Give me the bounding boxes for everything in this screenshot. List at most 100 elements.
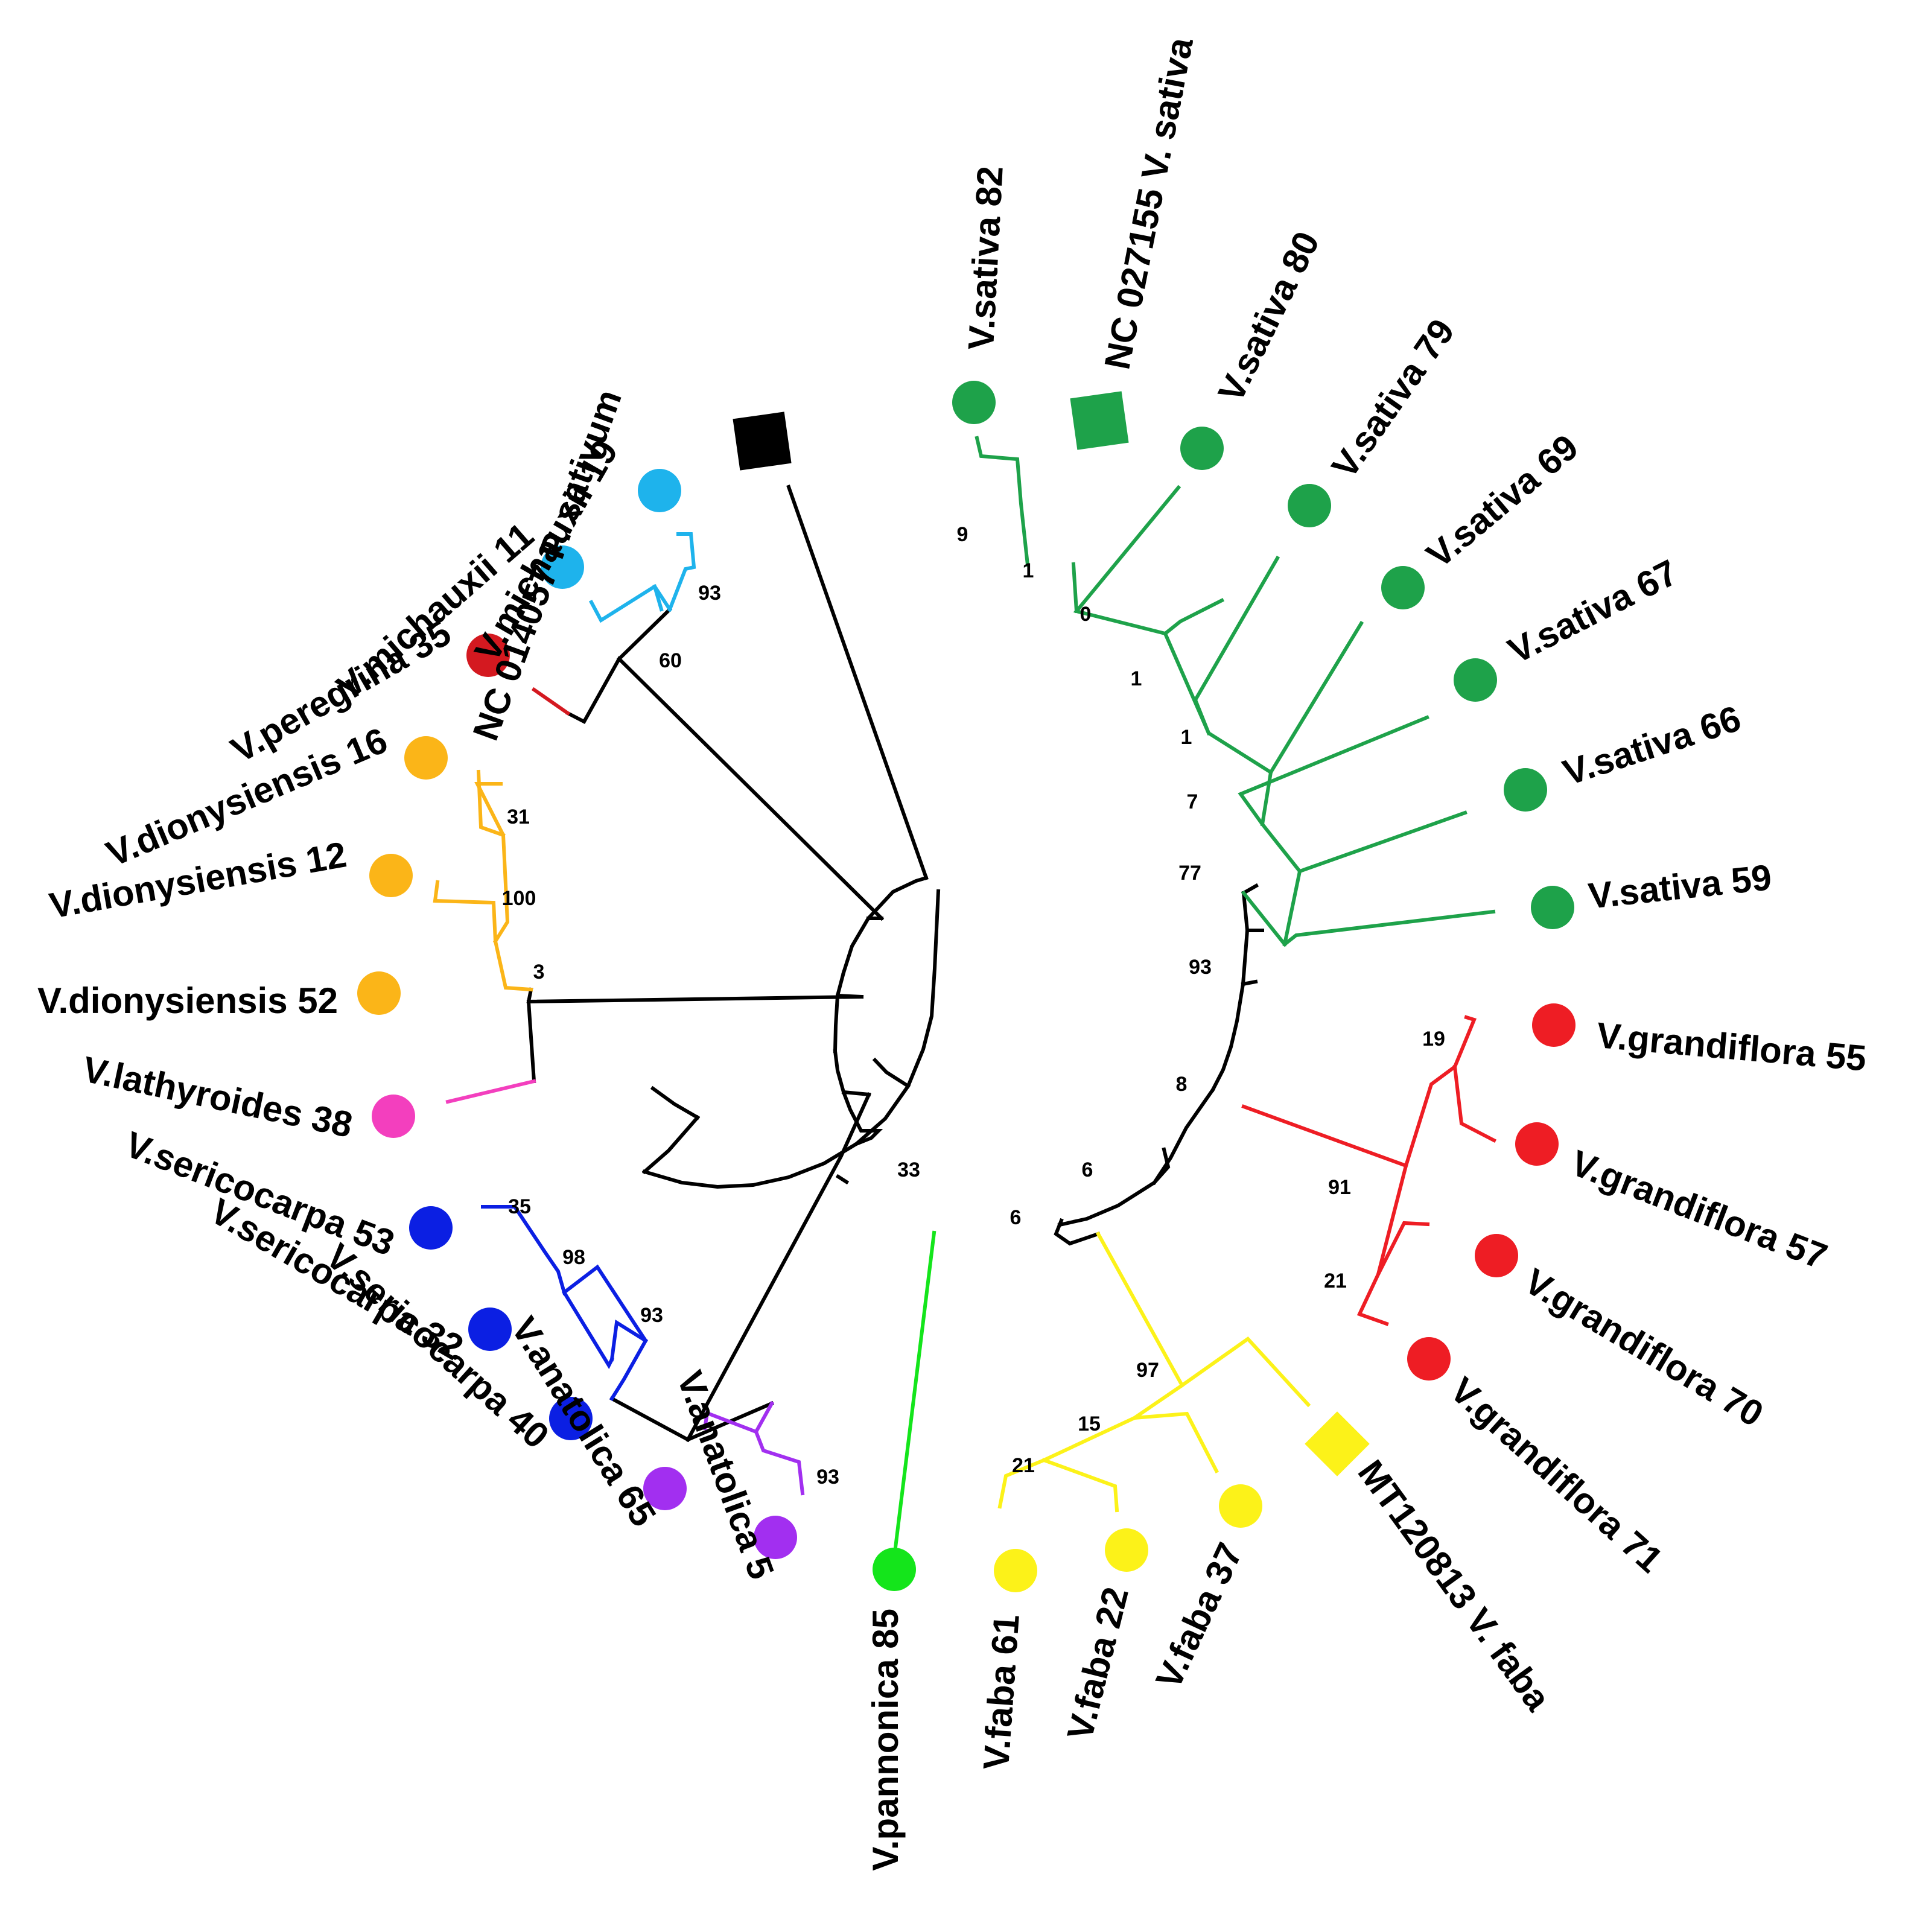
bootstrap-label: 35 (508, 1195, 531, 1218)
bootstrap-label: 93 (1189, 956, 1212, 979)
bootstrap-label: 7 (1187, 790, 1198, 813)
tip-marker-circle (1219, 1484, 1262, 1528)
tip-label: V.sativa 82 (961, 165, 1011, 351)
tip-label: V.sativa 69 (1419, 427, 1585, 576)
tip-marker-circle (468, 1308, 512, 1351)
bootstrap-label: 9 (957, 523, 968, 546)
branch-black (526, 994, 864, 1084)
bootstrap-label: 6 (1010, 1206, 1022, 1229)
tree-branches (433, 436, 1497, 1560)
tip-marker-circle (549, 1397, 593, 1440)
tip-label: V.faba 37 (1148, 1537, 1250, 1695)
branch-green (1238, 715, 1429, 874)
branch-red (1452, 1064, 1497, 1143)
tip-marker-circle (466, 634, 510, 677)
tip-marker-circle (1407, 1337, 1451, 1381)
branch-black (841, 875, 929, 975)
branch-black (526, 987, 533, 1004)
branch-black (1054, 1218, 1101, 1246)
branch-black (1241, 883, 1259, 896)
tip-label: V.sativa 80 (1210, 225, 1328, 408)
branch-green (1241, 890, 1496, 947)
tip-marker-circle (409, 1206, 453, 1250)
bootstrap-label: 15 (1078, 1412, 1101, 1435)
bootstrap-label: 8 (1176, 1073, 1188, 1096)
bootstrap-label: 93 (816, 1466, 839, 1489)
bootstrap-label: 1 (1181, 726, 1192, 749)
bootstrap-label: 3 (533, 961, 545, 983)
branch-red (1376, 1163, 1430, 1276)
tip-marker-circle (1381, 566, 1425, 609)
branch-yellow (1041, 1458, 1119, 1513)
tip-marker-circle (1180, 427, 1224, 470)
tip-label: V.sativa 66 (1558, 698, 1746, 793)
branch-red (1241, 1015, 1477, 1168)
tip-label: V.pannonica 85 (865, 1609, 906, 1871)
bootstrap-label: 91 (1328, 1176, 1351, 1199)
tip-label: NC 027155 V. sativa (1097, 34, 1201, 372)
tip-marker-circle (873, 1548, 916, 1591)
branch-black (1057, 1147, 1171, 1227)
branch-blue (561, 1289, 615, 1370)
tip-marker-circle (638, 469, 681, 512)
branch-sky (652, 584, 664, 612)
tip-label: MT120813 V. faba (1350, 1453, 1559, 1718)
tip-markers (357, 381, 1576, 1592)
bootstrap-label: 93 (640, 1304, 663, 1327)
tip-label: V.dionysiensis 12 (46, 834, 349, 926)
branch-green (1193, 555, 1280, 775)
tip-marker-circle (754, 1516, 797, 1559)
branch-green (975, 436, 1030, 567)
tip-marker-circle (357, 971, 401, 1015)
tip-label: V.dionysiensis 52 (37, 980, 338, 1021)
branch-black (609, 1396, 691, 1443)
branch-black (1151, 1087, 1216, 1186)
branch-black (565, 656, 885, 921)
tip-label: V.sativa 67 (1502, 552, 1684, 672)
tip-marker-circle (541, 545, 584, 589)
branch-yellow (997, 1416, 1137, 1509)
tip-label: V.grandiflora 71 (1443, 1370, 1671, 1581)
branch-yellow (1095, 1231, 1311, 1408)
tip-marker-circle (372, 1095, 415, 1138)
branch-black (1210, 891, 1250, 1093)
tip-label: V.grandiflora 70 (1518, 1260, 1770, 1434)
branch-purple (754, 1429, 805, 1496)
branch-black (786, 485, 929, 880)
tip-marker-circle (1288, 484, 1331, 527)
branch-green (1163, 597, 1225, 736)
branch-black (872, 1057, 911, 1089)
branch-orange (433, 880, 533, 992)
bootstrap-label: 97 (1136, 1359, 1159, 1382)
branch-green (1071, 562, 1079, 614)
bootstrap-label: 1 (1023, 559, 1034, 582)
tip-label: V.sativa 79 (1324, 312, 1463, 486)
tip-marker-square (733, 412, 792, 471)
tip-marker-circle (404, 736, 448, 780)
bootstrap-label: 100 (502, 887, 536, 910)
branch-sky (667, 532, 696, 612)
bootstrap-label: 98 (562, 1246, 585, 1269)
tip-marker-square (1070, 391, 1129, 450)
branch-purple (702, 1400, 775, 1434)
branch-blue (609, 1319, 649, 1362)
tip-label: V.anatolica 5 (669, 1365, 782, 1584)
branch-black (685, 1092, 871, 1443)
bootstrap-label: 31 (507, 806, 530, 828)
branch-sky (588, 583, 673, 623)
bootstrap-label: 19 (1422, 1028, 1445, 1050)
bootstrap-label: 21 (1012, 1454, 1035, 1477)
tip-label: V.sativa 59 (1586, 857, 1773, 916)
branch-black (1241, 979, 1258, 987)
branch-black (833, 1049, 883, 1146)
branch-black (650, 1085, 701, 1120)
bootstrap-label: 6 (1082, 1158, 1093, 1181)
tip-marker-circle (1454, 658, 1497, 702)
branch-magenta (445, 1079, 536, 1104)
branch-light_green (892, 1230, 936, 1560)
tip-label: V.grandiflora 55 (1595, 1015, 1868, 1079)
bootstrap-label: 60 (659, 649, 682, 672)
branch-black (642, 889, 941, 1189)
